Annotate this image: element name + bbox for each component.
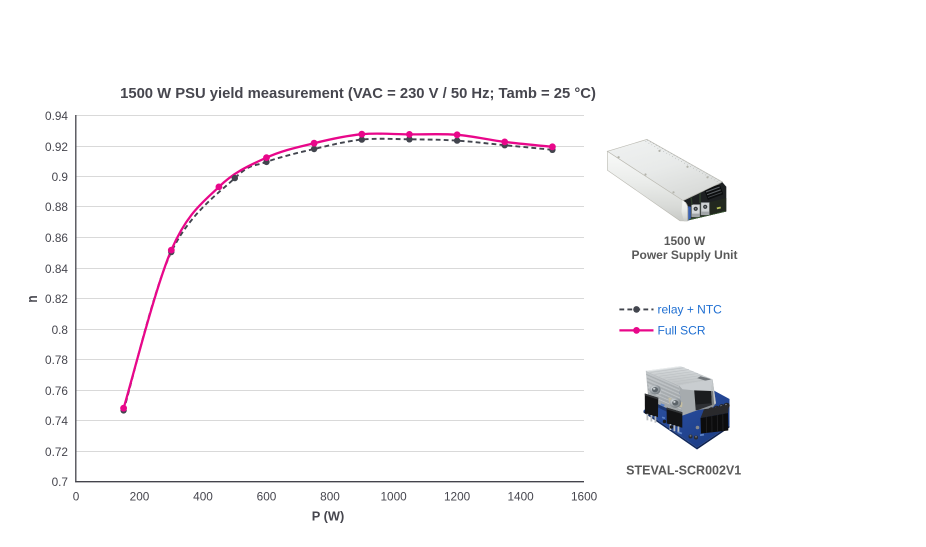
svg-text:0.84: 0.84 [45, 262, 68, 276]
svg-text:800: 800 [320, 489, 340, 503]
svg-text:1400: 1400 [507, 489, 534, 503]
svg-text:n: n [25, 295, 41, 302]
svg-text:0.94: 0.94 [45, 109, 68, 123]
svg-text:1500 W PSU yield measurement (: 1500 W PSU yield measurement (VAC = 230 … [120, 86, 596, 102]
svg-text:Full SCR: Full SCR [658, 323, 706, 337]
svg-text:600: 600 [257, 489, 277, 503]
svg-text:1500 W: 1500 W [664, 234, 706, 248]
svg-text:400: 400 [193, 489, 213, 503]
svg-text:0.74: 0.74 [45, 414, 68, 428]
svg-text:STEVAL-SCR002V1: STEVAL-SCR002V1 [626, 464, 741, 478]
svg-text:0.72: 0.72 [45, 445, 68, 459]
svg-text:1200: 1200 [444, 489, 471, 503]
svg-text:0: 0 [73, 489, 80, 503]
svg-text:0.76: 0.76 [45, 384, 68, 398]
svg-text:0.78: 0.78 [45, 353, 68, 367]
svg-text:P (W): P (W) [312, 509, 344, 524]
svg-text:0.92: 0.92 [45, 140, 68, 154]
svg-text:0.7: 0.7 [52, 475, 68, 489]
svg-text:relay + NTC: relay + NTC [658, 302, 723, 316]
svg-text:0.86: 0.86 [45, 231, 68, 245]
svg-text:0.88: 0.88 [45, 200, 68, 214]
svg-text:0.9: 0.9 [52, 170, 68, 184]
svg-text:Power Supply Unit: Power Supply Unit [631, 248, 737, 262]
svg-text:1600: 1600 [571, 489, 598, 503]
svg-text:1000: 1000 [380, 489, 407, 503]
svg-text:0.8: 0.8 [52, 323, 69, 337]
svg-text:200: 200 [130, 489, 150, 503]
svg-text:0.82: 0.82 [45, 292, 68, 306]
